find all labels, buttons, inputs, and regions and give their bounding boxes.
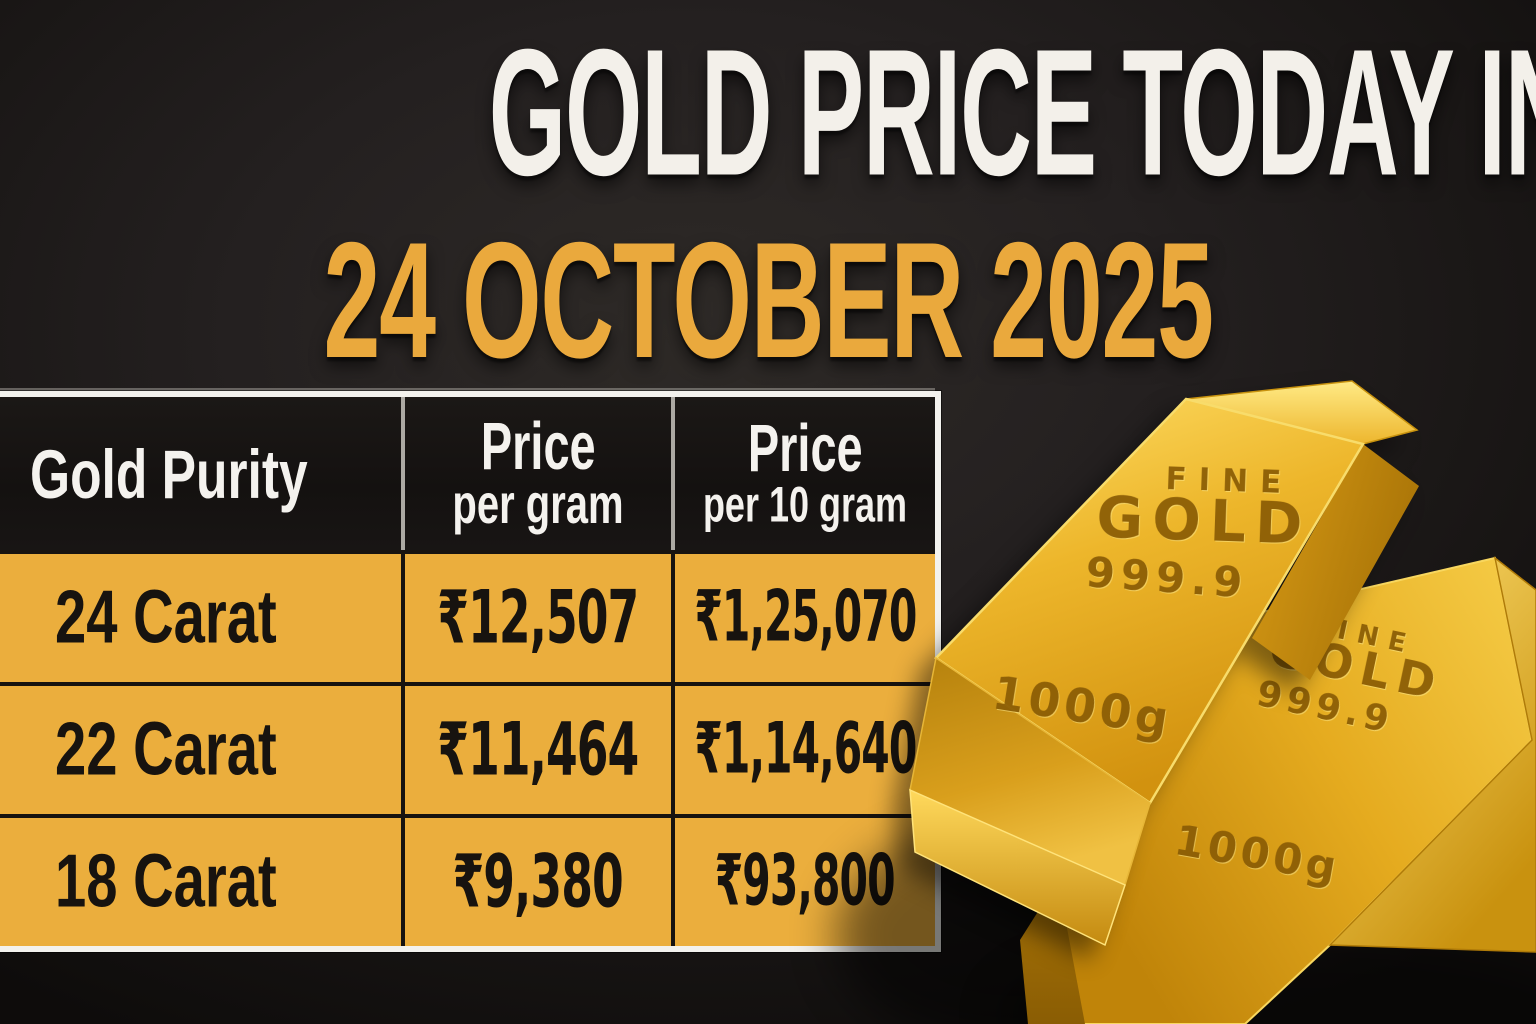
purity-value: 24 Carat xyxy=(55,575,277,661)
purity-value: 22 Carat xyxy=(55,707,277,793)
table-row-22-carat-purity: 22 Carat xyxy=(0,682,405,814)
per-10-gram-label: per 10 gram xyxy=(702,475,908,533)
front-gold-bar: FINE GOLD 999.9 1000g xyxy=(909,380,1419,947)
price-value: ₹12,507 xyxy=(437,575,639,661)
table-row-18-carat-price-per-gram: ₹9,380 xyxy=(405,814,675,946)
back-bar-engraving-gold: GOLD xyxy=(1264,622,1448,711)
per-gram-label: per gram xyxy=(452,474,624,535)
table-row-18-carat-price-per-10-gram: ₹93,800 xyxy=(675,814,935,946)
page-title-text: GOLD PRICE TODAY IN INDIA xyxy=(488,12,1536,214)
back-gold-bar: FINE GOLD 999.9 1000g xyxy=(1020,556,1536,1024)
front-bar-engraving-purity: 999.9 xyxy=(1084,547,1250,607)
table-row-24-carat-purity: 24 Carat xyxy=(0,550,405,682)
column-header-price-per-gram: Price per gram xyxy=(405,397,675,550)
date-subtitle-text: 24 OCTOBER 2025 xyxy=(323,208,1214,392)
back-bar-engraving-purity: 999.9 xyxy=(1253,673,1397,742)
front-bar-left-face xyxy=(909,656,1151,887)
price-label: Price xyxy=(480,407,596,484)
table-row-22-carat-price-per-10-gram: ₹1,14,640 xyxy=(675,682,935,814)
front-bar-right-face xyxy=(1252,444,1419,680)
gold-price-table: Gold Purity Price per gram Price per 10 … xyxy=(0,391,941,952)
back-bar-right-face xyxy=(1328,556,1536,953)
back-bar-engraving-fine: FINE xyxy=(1308,609,1419,661)
table-row-24-carat-price-per-gram: ₹12,507 xyxy=(405,550,675,682)
table-row-22-carat-price-per-gram: ₹11,464 xyxy=(405,682,675,814)
bars-shadow xyxy=(1000,935,1536,1024)
page-title: GOLD PRICE TODAY IN INDIA xyxy=(0,12,1536,213)
back-bar-engraving-weight: 1000g xyxy=(1171,815,1344,892)
front-bar-engraving-fine: FINE xyxy=(1165,461,1294,501)
table-row-18-carat-purity: 18 Carat xyxy=(0,814,405,946)
back-bar-front-face xyxy=(1020,880,1085,1024)
front-bar-top-face xyxy=(934,397,1365,805)
price-value: ₹11,464 xyxy=(437,707,639,793)
column-header-gold-purity: Gold Purity xyxy=(0,397,405,550)
column-header-gold-purity-label: Gold Purity xyxy=(30,434,308,513)
front-bar-bottom-end-face xyxy=(909,788,1126,947)
table-row-24-carat-price-per-10-gram: ₹1,25,070 xyxy=(675,550,935,682)
front-bar-engraving-weight: 1000g xyxy=(989,665,1176,747)
front-bar-engraving-gold: GOLD xyxy=(1095,484,1312,557)
price-value: ₹93,800 xyxy=(715,840,896,922)
price-label: Price xyxy=(747,409,863,486)
price-value: ₹1,14,640 xyxy=(693,708,917,790)
date-subtitle: 24 OCTOBER 2025 xyxy=(0,208,1536,392)
price-value: ₹9,380 xyxy=(452,839,624,925)
price-value: ₹1,25,070 xyxy=(693,576,917,658)
purity-value: 18 Carat xyxy=(55,839,277,925)
column-header-price-per-10-gram: Price per 10 gram xyxy=(675,397,935,550)
back-bar-top-face xyxy=(1056,556,1534,1024)
